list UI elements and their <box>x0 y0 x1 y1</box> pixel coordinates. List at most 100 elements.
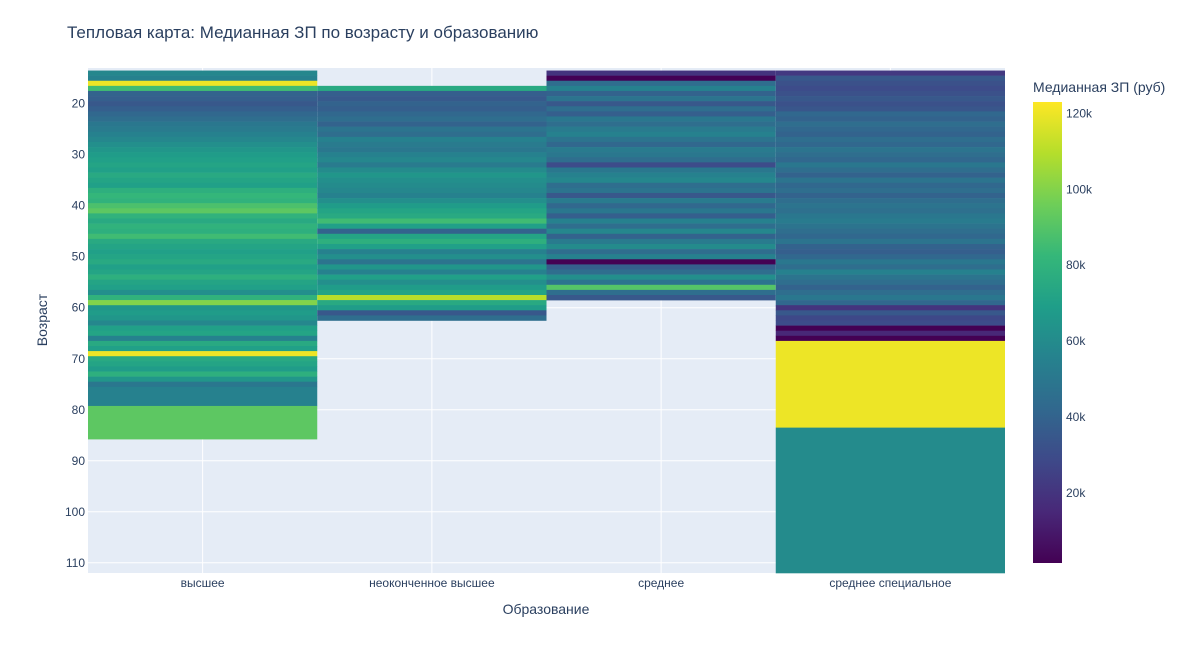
heatmap-cell <box>88 147 318 153</box>
heatmap-cell <box>775 249 1005 255</box>
heatmap-cell <box>775 294 1005 301</box>
heatmap-cell <box>775 284 1005 291</box>
x-tick-label: высшее <box>181 576 225 590</box>
heatmap-cell <box>88 294 318 301</box>
heatmap-cell <box>546 243 776 250</box>
colorbar-tick-label: 100k <box>1066 182 1093 196</box>
heatmap-cell <box>317 228 547 235</box>
heatmap-cell <box>317 310 547 316</box>
heatmap-cell <box>546 90 776 97</box>
heatmap-cell <box>775 85 1005 92</box>
heatmap-cell <box>88 233 318 240</box>
heatmap-cell <box>317 90 547 97</box>
heatmap-cell <box>317 126 547 133</box>
heatmap-cell <box>88 187 318 194</box>
heatmap-cell <box>775 75 1005 82</box>
heatmap-cell <box>88 141 318 148</box>
heatmap-cell <box>775 218 1005 224</box>
heatmap-cell <box>317 136 547 143</box>
heatmap-cell <box>88 243 318 250</box>
heatmap-cell <box>88 75 318 82</box>
heatmap-cell <box>88 264 318 270</box>
heatmap-cell <box>317 264 547 270</box>
x-tick-label: среднее специальное <box>829 576 951 590</box>
heatmap-cell <box>546 187 776 194</box>
heatmap-cell <box>546 80 776 87</box>
heatmap-cell <box>88 405 318 440</box>
heatmap-cell <box>546 279 776 286</box>
heatmap-cell <box>88 203 318 209</box>
heatmap-cell <box>775 141 1005 148</box>
heatmap-cell <box>88 213 318 219</box>
heatmap-cell <box>775 111 1005 117</box>
heatmap-cell <box>775 289 1005 296</box>
heatmap-cell <box>546 85 776 92</box>
heatmap-cell <box>546 182 776 189</box>
heatmap-cell <box>775 213 1005 219</box>
heatmap-cell <box>546 254 776 260</box>
heatmap-cell <box>88 96 318 102</box>
heatmap-cell <box>546 141 776 148</box>
heatmap-cell <box>775 187 1005 194</box>
heatmap-cell <box>88 167 318 173</box>
heatmap-cell <box>317 85 547 92</box>
heatmap-cell <box>775 335 1005 342</box>
heatmap-cell <box>88 192 318 199</box>
heatmap-cell <box>88 346 318 352</box>
heatmap-cell <box>546 116 776 122</box>
heatmap-cell <box>88 152 318 158</box>
heatmap-cell <box>88 361 318 367</box>
heatmap-cell <box>546 172 776 178</box>
heatmap-cell <box>88 366 318 372</box>
heatmap-cell <box>317 106 547 112</box>
heatmap-cell <box>88 376 318 383</box>
heatmap-cell <box>88 198 318 204</box>
heatmap-cell <box>317 238 547 245</box>
heatmap-cell <box>88 279 318 286</box>
heatmap-cell <box>775 126 1005 133</box>
heatmap-cell <box>546 294 776 301</box>
heatmap-cell <box>88 284 318 291</box>
heatmap-cell <box>317 172 547 178</box>
heatmap-cell <box>317 141 547 148</box>
y-tick-label: 60 <box>72 301 86 315</box>
heatmap-cell <box>775 274 1005 280</box>
heatmap-cell <box>775 269 1005 275</box>
y-tick-label: 30 <box>72 148 86 162</box>
colorbar-tick-label: 80k <box>1066 258 1086 272</box>
heatmap-cell <box>88 249 318 255</box>
heatmap-cell <box>775 80 1005 87</box>
heatmap-cell <box>88 223 318 229</box>
colorbar-tick-label: 40k <box>1066 410 1086 424</box>
heatmap-cell <box>88 172 318 178</box>
heatmap-cell <box>88 157 318 163</box>
heatmap-cell <box>317 259 547 265</box>
heatmap-cell <box>317 167 547 173</box>
heatmap-cell <box>775 300 1005 306</box>
heatmap-cell <box>546 259 776 265</box>
heatmap-cell <box>546 177 776 184</box>
heatmap-cell <box>88 131 318 138</box>
heatmap-cell <box>775 427 1005 574</box>
heatmap-cell <box>775 177 1005 184</box>
heatmap-cell <box>546 218 776 224</box>
heatmap-cell <box>317 233 547 240</box>
heatmap-cell <box>88 356 318 362</box>
heatmap-cell <box>775 330 1005 337</box>
heatmap-cell <box>775 167 1005 173</box>
heatmap-cell <box>546 228 776 235</box>
heatmap-cell <box>775 208 1005 214</box>
heatmap-cell <box>775 233 1005 240</box>
heatmap-cell <box>317 284 547 291</box>
heatmap-cell <box>317 121 547 127</box>
heatmap-cell <box>775 264 1005 270</box>
heatmap-cell <box>88 254 318 260</box>
heatmap-cell <box>317 274 547 280</box>
heatmap-cell <box>88 182 318 189</box>
heatmap-cell <box>546 264 776 270</box>
heatmap-cell <box>546 167 776 173</box>
heatmap-cells <box>88 70 1005 574</box>
heatmap-cell <box>775 243 1005 250</box>
heatmap-cell <box>775 96 1005 102</box>
